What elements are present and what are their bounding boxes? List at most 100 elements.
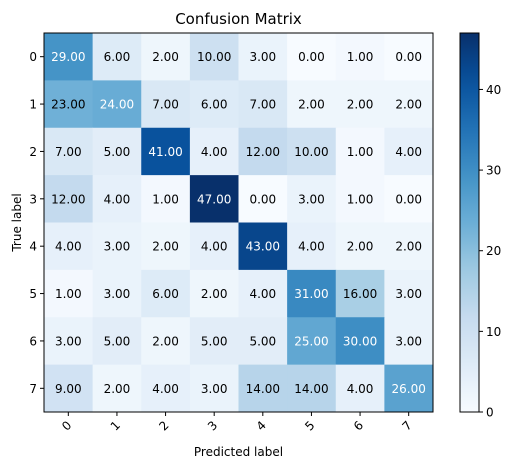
cell-value-label: 2.00 [395, 98, 422, 112]
heatmap-cell [335, 317, 385, 366]
y-tick-label: 3 [29, 192, 37, 206]
heatmap-cell [92, 269, 142, 318]
heatmap-cell [335, 127, 385, 176]
heatmap-cell [384, 80, 434, 129]
cell-value-label: 31.00 [294, 287, 328, 301]
cell-value-label: 3.00 [104, 287, 131, 301]
cell-value-label: 3.00 [201, 382, 228, 396]
heatmap-cell [92, 364, 142, 413]
cell-value-label: 6.00 [152, 287, 179, 301]
heatmap-cell [335, 33, 385, 81]
cell-value-label: 14.00 [246, 382, 280, 396]
cell-value-label: 29.00 [51, 50, 85, 64]
cell-value-label: 3.00 [298, 192, 325, 206]
y-tick-label: 4 [29, 240, 37, 254]
heatmap-cell [238, 364, 288, 413]
heatmap-cell [384, 269, 434, 318]
heatmap-cell [44, 127, 94, 176]
cell-value-label: 30.00 [343, 334, 377, 348]
cell-value-label: 1.00 [347, 145, 374, 159]
cell-value-label: 0.00 [298, 50, 325, 64]
heatmap-cell [238, 317, 288, 366]
cell-value-label: 1.00 [152, 192, 179, 206]
heatmap-cell [287, 269, 337, 318]
cell-value-label: 5.00 [201, 334, 228, 348]
colorbar-ticks: 0 10 20 30 40 [479, 83, 501, 420]
heatmap-cell [384, 317, 434, 366]
heatmap-cell [287, 33, 337, 81]
cell-value-label: 43.00 [246, 240, 280, 254]
y-tick-label: 7 [29, 382, 37, 396]
cell-value-label: 2.00 [201, 287, 228, 301]
cell-value-label: 41.00 [148, 145, 182, 159]
cell-value-label: 10.00 [294, 145, 328, 159]
cell-value-label: 12.00 [51, 192, 85, 206]
heatmap-cell [44, 317, 94, 366]
heatmap-cell [335, 269, 385, 318]
colorbar [459, 32, 480, 413]
cell-value-label: 2.00 [152, 50, 179, 64]
heatmap-cell [44, 269, 94, 318]
y-tick-label: 0 [29, 50, 37, 64]
cell-value-label: 3.00 [55, 334, 82, 348]
cell-value-label: 2.00 [152, 240, 179, 254]
heatmap-cell [287, 317, 337, 366]
cell-value-label: 1.00 [347, 192, 374, 206]
heatmap-cell [189, 80, 240, 129]
cell-value-label: 4.00 [395, 145, 422, 159]
cell-value-label: 24.00 [100, 98, 134, 112]
cell-value-label: 1.00 [347, 50, 374, 64]
heatmap-cell [384, 127, 434, 176]
heatmap-cell [92, 222, 142, 271]
heatmap-cell [335, 364, 385, 413]
cell-value-label: 4.00 [298, 240, 325, 254]
chart-title: Confusion Matrix [175, 10, 302, 28]
heatmap-cell [287, 175, 337, 224]
cell-value-label: 25.00 [294, 334, 328, 348]
heatmap-cell [141, 175, 191, 224]
cell-value-label: 3.00 [104, 240, 131, 254]
heatmap-cell [238, 80, 288, 129]
x-axis-label: Predicted label [194, 445, 283, 459]
x-tick-label: 0 [59, 418, 74, 433]
cell-value-label: 5.00 [104, 145, 131, 159]
y-tick-label: 5 [29, 287, 37, 301]
cell-value-label: 14.00 [294, 382, 328, 396]
cell-value-label: 4.00 [201, 145, 228, 159]
heatmap-cell [141, 222, 191, 271]
cell-value-label: 4.00 [201, 240, 228, 254]
heatmap-cell [189, 175, 240, 224]
heatmap-cell [287, 222, 337, 271]
cell-value-label: 4.00 [55, 240, 82, 254]
heatmap-cell [141, 269, 191, 318]
heatmap-cell [238, 175, 288, 224]
heatmap-cell [335, 80, 385, 129]
x-axis-ticks: 0 1 2 3 4 5 6 7 [59, 412, 415, 434]
colorbar-tick-label: 40 [486, 83, 501, 97]
heatmap-cell [335, 222, 385, 271]
heatmap-cell [287, 364, 337, 413]
heatmap-cell [287, 80, 337, 129]
cell-value-label: 4.00 [249, 287, 276, 301]
heatmap-cell [92, 80, 142, 129]
x-tick-label: 7 [400, 418, 415, 433]
cell-value-label: 47.00 [197, 192, 231, 206]
heatmap-cell [92, 317, 142, 366]
colorbar-gradient [459, 32, 480, 413]
cell-value-label: 5.00 [104, 334, 131, 348]
heatmap-cell [44, 33, 94, 81]
cell-value-label: 1.00 [55, 287, 82, 301]
heatmap-cell [189, 317, 240, 366]
cell-value-label: 0.00 [395, 50, 422, 64]
heatmap-cell [189, 364, 240, 413]
cell-value-label: 9.00 [55, 382, 82, 396]
heatmap-cell [335, 175, 385, 224]
y-tick-label: 6 [29, 334, 37, 348]
plot-frame [43, 32, 434, 413]
cell-value-label: 2.00 [395, 240, 422, 254]
heatmap-cell [384, 364, 434, 413]
cell-value-label: 7.00 [249, 98, 276, 112]
cell-value-label: 16.00 [343, 287, 377, 301]
heatmap-cell [44, 175, 94, 224]
x-tick-label: 6 [351, 418, 366, 433]
